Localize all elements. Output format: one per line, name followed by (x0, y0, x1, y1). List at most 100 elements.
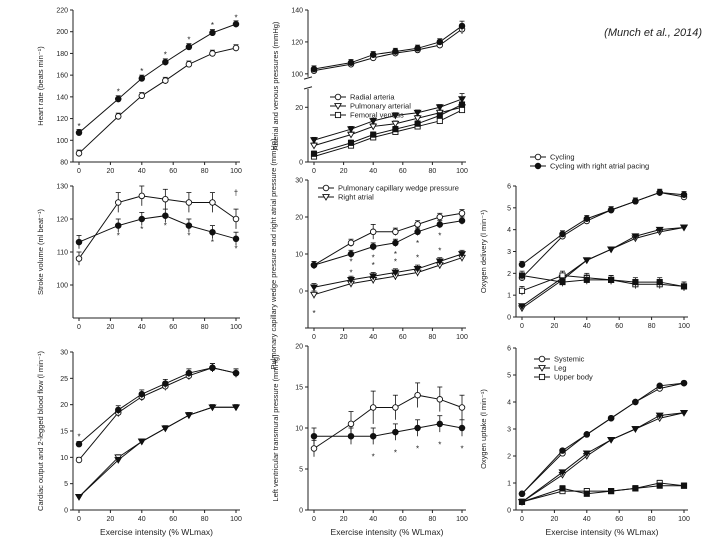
data-point (369, 432, 377, 440)
x-tick-label: 100 (678, 323, 690, 330)
legend-marker (534, 162, 542, 170)
data-point (162, 212, 169, 219)
data-point (370, 131, 377, 138)
data-point (347, 250, 355, 258)
data-point (392, 48, 399, 55)
significance-star: * (394, 250, 397, 259)
y-tick-label: 140 (291, 8, 303, 15)
data-point (75, 238, 83, 246)
data-point (137, 438, 146, 446)
series-1 (310, 20, 466, 73)
y-tick-label: 0 (507, 508, 511, 515)
data-point (391, 269, 400, 277)
series-line (78, 406, 236, 498)
data-point (114, 457, 123, 464)
data-point (436, 213, 444, 221)
data-point (436, 420, 444, 428)
y-tick-label: 80 (60, 160, 68, 167)
data-point (369, 273, 378, 281)
data-point (559, 230, 566, 238)
data-point (414, 228, 421, 236)
series-3 (310, 93, 466, 144)
x-tick-label: 100 (456, 516, 468, 523)
y-tick-label: 4 (507, 227, 511, 234)
data-point (458, 210, 466, 217)
data-point (232, 369, 240, 377)
significance-star: * (77, 432, 80, 441)
y-tick-label: 0 (299, 160, 303, 167)
legend-label: Pulmonary capillary wedge pressure (338, 184, 459, 193)
data-point (310, 445, 318, 452)
y-tick-label: 100 (56, 138, 68, 145)
y-tick-label: 30 (295, 178, 303, 185)
data-point (632, 279, 639, 286)
x-axis-label: Exercise intensity (% WLmax) (546, 527, 659, 537)
data-point (436, 112, 443, 119)
x-tick-label: 80 (201, 516, 209, 523)
y-tick-label: 120 (291, 39, 303, 46)
y-tick-label: 20 (295, 105, 303, 112)
series-line (78, 406, 236, 498)
data-point (162, 77, 169, 84)
y-tick-label: 130 (56, 184, 68, 191)
legend-marker (322, 194, 330, 201)
data-point (232, 44, 240, 52)
y-tick-label: 200 (56, 29, 68, 36)
data-point (114, 95, 122, 103)
data-point (631, 233, 640, 241)
y-tick-label: 220 (56, 8, 68, 15)
y-tick-label: 120 (56, 217, 68, 224)
data-point (162, 58, 169, 66)
series-line (521, 382, 685, 495)
series-1 (75, 20, 240, 136)
y-tick-label: 5 (507, 373, 511, 380)
series-0 (75, 363, 240, 464)
y-tick-label: 0 (507, 315, 511, 322)
data-point (656, 189, 663, 196)
data-point (608, 488, 615, 495)
data-point (392, 404, 399, 411)
y-tick-label: 5 (507, 205, 511, 212)
x-tick-label: 80 (429, 334, 437, 341)
x-tick-label: 60 (399, 168, 407, 175)
x-tick-label: 0 (77, 324, 81, 331)
data-point (310, 65, 318, 73)
data-point (369, 51, 377, 58)
significance-star: * (372, 261, 375, 270)
legend-label: Systemic (554, 355, 585, 364)
data-point (458, 101, 466, 108)
data-point (347, 277, 355, 284)
series-2 (75, 404, 240, 501)
data-point (414, 45, 421, 52)
x-tick-label: 100 (456, 334, 468, 341)
y-tick-label: 100 (291, 71, 303, 78)
data-point (391, 112, 400, 120)
series-2 (518, 224, 688, 313)
data-point (138, 92, 146, 100)
data-point (518, 261, 526, 268)
y-axis-label: Oxygen delivery (l min⁻¹) (479, 209, 488, 293)
data-point (114, 222, 122, 229)
data-point (369, 243, 377, 250)
data-point (582, 257, 591, 265)
x-tick-label: 60 (399, 516, 407, 523)
data-point (310, 284, 318, 292)
y-tick-label: 2 (507, 271, 511, 278)
series-0 (518, 379, 688, 498)
data-point (208, 404, 217, 412)
x-tick-label: 0 (77, 168, 81, 175)
data-point (75, 255, 83, 262)
series-0 (75, 44, 240, 157)
legend-label: Right atrial (338, 193, 374, 202)
data-point (436, 117, 443, 125)
series-3 (310, 249, 466, 292)
data-point (162, 195, 169, 203)
data-point (391, 120, 400, 128)
significance-star: * (187, 35, 190, 44)
data-point (347, 126, 355, 134)
series-1 (75, 363, 240, 448)
data-point (310, 291, 318, 299)
data-point (435, 104, 444, 112)
data-point (680, 283, 688, 290)
significance-star: * (438, 232, 441, 241)
